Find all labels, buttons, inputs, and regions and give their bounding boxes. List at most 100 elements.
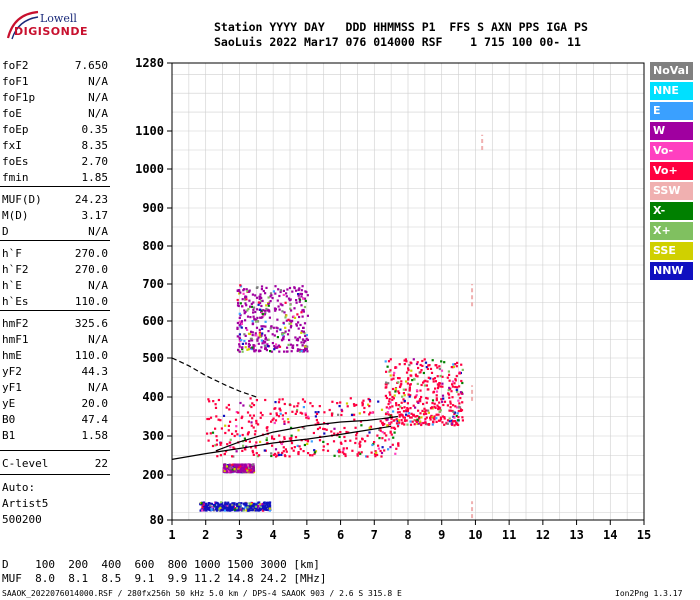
echo-point: [279, 290, 282, 294]
echo-point: [249, 305, 252, 308]
echo-point: [246, 348, 249, 351]
param-row: foF1 N/A: [2, 74, 108, 90]
param-row: h`F2 270.0: [2, 262, 108, 278]
param-value: N/A: [88, 333, 108, 346]
echo-point: [411, 420, 414, 423]
echo-point: [426, 397, 429, 400]
echo-point: [223, 452, 226, 456]
echo-point: [355, 403, 358, 407]
echo-point: [258, 297, 261, 301]
echo-point: [386, 418, 389, 421]
echo-point: [406, 402, 409, 405]
echo-point: [424, 421, 427, 424]
echo-point: [250, 305, 253, 308]
echo-point: [223, 509, 226, 512]
echo-point: [390, 426, 393, 429]
echo-point: [201, 509, 204, 512]
echo-point: [304, 299, 307, 302]
echo-point: [258, 331, 261, 334]
echo-point: [238, 502, 241, 505]
echo-point: [456, 386, 459, 389]
echo-point: [409, 423, 413, 426]
echo-point: [405, 371, 409, 374]
echo-point: [260, 309, 263, 312]
echo-point: [432, 420, 435, 423]
echo-point: [299, 350, 302, 353]
echo-point: [215, 505, 218, 509]
echo-point: [368, 426, 371, 429]
echo-point: [249, 469, 252, 472]
echo-point: [231, 455, 234, 458]
echo-point: [293, 316, 297, 319]
echo-point: [269, 412, 272, 415]
echo-point: [292, 449, 295, 452]
echo-point: [271, 435, 274, 438]
echo-point: [259, 293, 262, 296]
echo-point: [215, 439, 219, 442]
param-name: B0: [2, 413, 16, 426]
echo-point: [226, 504, 229, 507]
echo-point: [204, 509, 207, 512]
echo-point: [250, 339, 253, 342]
echo-point: [395, 418, 398, 421]
echo-point: [243, 333, 246, 336]
echo-point: [290, 442, 294, 445]
echo-point: [452, 363, 455, 366]
echo-point: [368, 413, 371, 416]
echo-point: [260, 346, 263, 349]
echo-point: [221, 508, 224, 511]
echo-point: [259, 506, 262, 509]
echo-point: [255, 296, 259, 299]
echo-point: [445, 422, 448, 425]
echo-point: [447, 370, 450, 373]
echo-point: [439, 416, 442, 419]
echo-point: [358, 412, 361, 415]
echo-point: [304, 347, 307, 350]
echo-point: [228, 503, 231, 506]
auto-label: Auto:: [2, 481, 36, 494]
echo-point: [289, 326, 292, 329]
echo-point: [227, 424, 230, 427]
echo-point: [266, 508, 269, 512]
echo-point: [363, 411, 366, 414]
echo-point: [273, 421, 276, 425]
echo-point: [452, 410, 455, 413]
echo-point: [245, 509, 248, 512]
trace-profile: [171, 425, 392, 460]
echo-point: [258, 502, 261, 506]
param-row: h`F 270.0: [2, 246, 108, 262]
param-name: h`Es: [2, 295, 29, 308]
echo-point: [201, 506, 204, 509]
param-name: h`E: [2, 279, 22, 292]
echo-point: [387, 403, 390, 406]
echo-point: [441, 421, 444, 424]
echo-point: [422, 413, 426, 416]
echo-point: [220, 441, 223, 444]
echo-point: [381, 446, 384, 449]
echo-point: [207, 439, 210, 442]
echo-point: [409, 420, 412, 423]
legend-item: W: [650, 122, 693, 140]
echo-point: [438, 365, 441, 368]
echo-point: [292, 315, 295, 318]
echo-point: [450, 366, 453, 369]
echo-point: [399, 384, 402, 387]
echo-point: [283, 402, 286, 406]
echo-point: [291, 346, 295, 350]
echo-point: [452, 404, 455, 407]
echo-point: [389, 358, 392, 361]
echo-point: [238, 345, 241, 348]
y-tick-label: 500: [142, 351, 164, 365]
echo-point: [360, 424, 363, 427]
echo-point: [303, 305, 307, 309]
echo-point: [229, 509, 232, 512]
echo-point: [253, 317, 256, 320]
echo-point: [398, 411, 401, 414]
echo-point: [431, 416, 434, 419]
echo-point: [441, 385, 444, 388]
echo-point: [421, 359, 424, 363]
echo-point: [402, 398, 405, 401]
echo-point: [377, 400, 380, 403]
echo-point: [206, 417, 209, 421]
echo-point: [380, 408, 384, 411]
